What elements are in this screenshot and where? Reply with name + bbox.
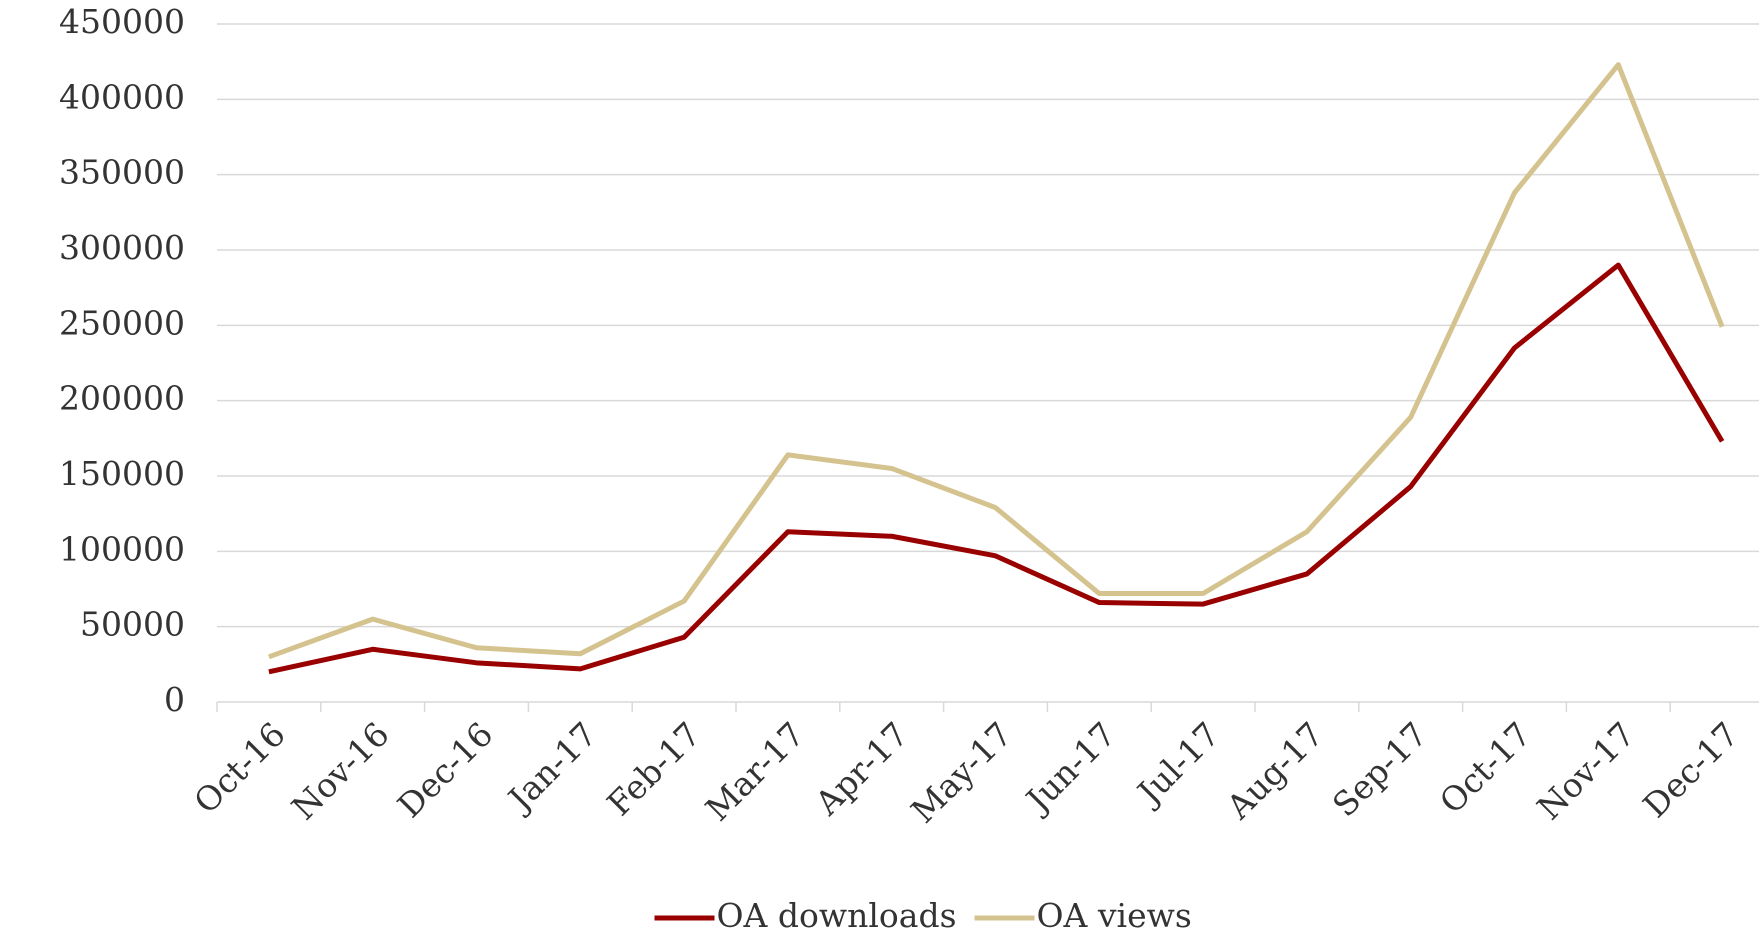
y-tick-label: 250000 — [59, 303, 185, 342]
legend-label: OA views — [1037, 896, 1192, 935]
y-tick-label: 400000 — [59, 77, 185, 116]
x-tick-label: Nov-17 — [1530, 714, 1643, 827]
x-tick-label: Jun-17 — [1017, 714, 1124, 821]
x-tick-label: Dec-16 — [390, 714, 501, 825]
x-tick-label: Oct-17 — [1432, 714, 1539, 821]
x-tick-label: Sep-17 — [1325, 714, 1435, 824]
series-line — [268, 262, 1725, 675]
y-tick-label: 450000 — [59, 2, 185, 41]
series-line — [268, 62, 1725, 660]
x-tick-label: Dec-17 — [1635, 714, 1746, 825]
y-tick-label: 200000 — [59, 379, 185, 418]
x-tick-label: Mar-17 — [698, 714, 812, 828]
x-tick-label: Jul-17 — [1128, 714, 1227, 813]
x-tick-label: Aug-17 — [1218, 714, 1331, 827]
x-tick-label: Apr-17 — [807, 714, 916, 823]
x-tick-label: Oct-16 — [186, 714, 293, 821]
y-tick-label: 50000 — [80, 605, 185, 644]
x-tick-label: Jan-17 — [499, 714, 605, 820]
x-tick-label: Nov-16 — [284, 714, 397, 827]
y-tick-label: 100000 — [59, 529, 185, 568]
legend-label: OA downloads — [717, 896, 957, 935]
y-tick-label: 300000 — [59, 228, 185, 267]
x-tick-label: Feb-17 — [599, 714, 708, 823]
y-tick-label: 150000 — [59, 454, 185, 493]
y-tick-label: 0 — [164, 680, 185, 719]
x-tick-label: May-17 — [903, 714, 1019, 830]
y-tick-label: 350000 — [59, 153, 185, 192]
